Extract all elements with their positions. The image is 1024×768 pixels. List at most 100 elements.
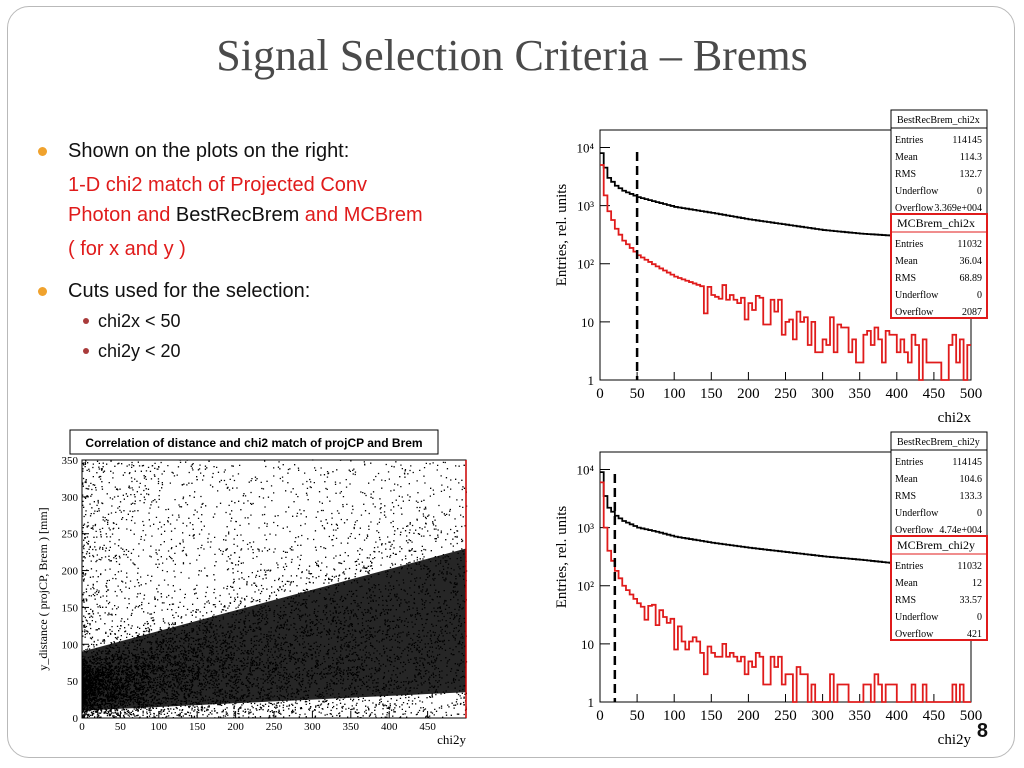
x-tick-label: 500 [960, 386, 983, 402]
stats-key: Entries [895, 135, 923, 146]
y-tick-label: 1 [588, 695, 595, 710]
x-tick-label: 100 [663, 386, 686, 402]
stats-box-MCBrem_chi2y: MCBrem_chi2y Entries 11032 Mean 12 RMS 33.57 Un… [890, 535, 988, 641]
stats-value: 68.89 [960, 273, 983, 284]
x-tick-label: 50 [630, 386, 645, 402]
page-number: 8 [976, 720, 988, 742]
x-tick-label: 500 [960, 708, 983, 724]
cut-item-2: chi2y < 20 [38, 336, 538, 366]
stats-key: Underflow [895, 612, 939, 623]
x-tick-label: 450 [923, 708, 946, 724]
stats-key: Overflow [895, 525, 934, 536]
scatter-title: Correlation of distance and chi2 match o… [85, 436, 422, 450]
bullet-text: Shown on the plots on the right: [68, 140, 350, 162]
scatter-points [82, 459, 468, 719]
sub-text-part: Photon and [68, 204, 176, 226]
y-axis-label: y_distance ( projCP, Brem ) [mm] [36, 507, 50, 670]
y-tick-label: 10² [577, 579, 594, 594]
stats-title: BestRecBrem_chi2y [897, 437, 980, 448]
x-tick-label: 450 [923, 386, 946, 402]
sub-text-line-3: ( for x and y ) [68, 238, 186, 260]
scatter-dense-core [82, 548, 466, 718]
y-tick-label: 250 [62, 529, 79, 541]
y-tick-label: 1 [588, 373, 595, 388]
stats-value: 421 [967, 629, 982, 640]
stats-key: RMS [895, 273, 916, 284]
stats-title: MCBrem_chi2x [897, 216, 975, 230]
stats-key: Entries [895, 457, 923, 468]
y-axis-label: Entries, rel. units [554, 184, 570, 287]
stats-key: Overflow [895, 629, 934, 640]
histogram-chi2x: 0 50 100 150 200 250 300 350 400 450 500 1 10 10² 10³ 1… [548, 108, 993, 430]
stats-key: Mean [895, 152, 918, 163]
x-tick-label: 450 [419, 721, 436, 733]
x-axis-label: chi2y [938, 732, 972, 748]
x-tick-label: 300 [811, 708, 834, 724]
y-tick-label: 10⁴ [576, 462, 594, 477]
stats-key: Mean [895, 256, 918, 267]
x-tick-label: 350 [848, 386, 871, 402]
stats-value: 132.7 [960, 169, 983, 180]
x-tick-label: 400 [886, 708, 909, 724]
bullet-item-2: Cuts used for the selection: [38, 278, 538, 304]
scatter-plot: Correlation of distance and chi2 match o… [30, 422, 480, 752]
series-MCBrem_chi2x [600, 164, 971, 381]
x-tick-label: 350 [848, 708, 871, 724]
x-tick-label: 350 [343, 721, 360, 733]
sub-text-part: and MCBrem [299, 204, 423, 226]
x-tick-label: 150 [700, 386, 723, 402]
x-tick-label: 0 [596, 708, 604, 724]
stats-value: 4.74e+004 [939, 525, 982, 536]
x-tick-label: 0 [596, 386, 604, 402]
stats-value: 0 [977, 186, 982, 197]
stats-value: 114145 [952, 457, 982, 468]
stats-key: Mean [895, 578, 918, 589]
stats-value: 0 [977, 508, 982, 519]
x-tick-label: 250 [266, 721, 283, 733]
stats-box-BestRecBrem_chi2x: BestRecBrem_chi2x Entries 114145 Mean 114.3 R… [890, 109, 988, 215]
y-tick-label: 100 [62, 639, 79, 651]
stats-value: 36.04 [960, 256, 983, 267]
stats-key: Overflow [895, 307, 934, 318]
cut-item-1: chi2x < 50 [38, 306, 538, 336]
stats-value: 11032 [957, 561, 982, 572]
stats-box-frame [890, 535, 988, 641]
y-tick-label: 10³ [577, 199, 594, 214]
x-axis-label: chi2y [437, 732, 466, 747]
y-tick-label: 350 [62, 455, 79, 467]
stats-value: 0 [977, 612, 982, 623]
x-tick-label: 0 [79, 721, 85, 733]
stats-value: 114145 [952, 135, 982, 146]
x-tick-label: 150 [189, 721, 206, 733]
x-tick-label: 400 [381, 721, 398, 733]
stats-value: 12 [972, 578, 982, 589]
x-tick-label: 250 [774, 708, 797, 724]
stats-value: 133.3 [960, 491, 983, 502]
y-tick-label: 150 [62, 602, 79, 614]
x-axis-label: chi2x [938, 410, 972, 426]
cut-text: chi2x < 50 [98, 311, 181, 331]
y-tick-label: 10² [577, 257, 594, 272]
x-tick-label: 50 [630, 708, 645, 724]
stats-box-frame [890, 109, 988, 215]
x-tick-label: 100 [151, 721, 168, 733]
y-tick-label: 10³ [577, 521, 594, 536]
stats-key: Underflow [895, 508, 939, 519]
stats-key: Entries [895, 239, 923, 250]
stats-box-BestRecBrem_chi2y: BestRecBrem_chi2y Entries 114145 Mean 104.6 R… [890, 431, 988, 537]
stats-key: RMS [895, 491, 916, 502]
y-tick-label: 10 [581, 315, 594, 330]
x-tick-label: 400 [886, 386, 909, 402]
x-tick-label: 300 [304, 721, 321, 733]
stats-value: 104.6 [960, 474, 983, 485]
x-tick-label: 150 [700, 708, 723, 724]
bullet-list: Shown on the plots on the right: 1-D chi… [38, 138, 538, 366]
stats-key: Underflow [895, 290, 939, 301]
stats-key: Entries [895, 561, 923, 572]
x-tick-label: 250 [774, 386, 797, 402]
x-tick-label: 100 [663, 708, 686, 724]
stats-box-frame [890, 213, 988, 319]
x-tick-label: 300 [811, 386, 834, 402]
x-tick-label: 200 [227, 721, 244, 733]
stats-value: 33.57 [960, 595, 983, 606]
